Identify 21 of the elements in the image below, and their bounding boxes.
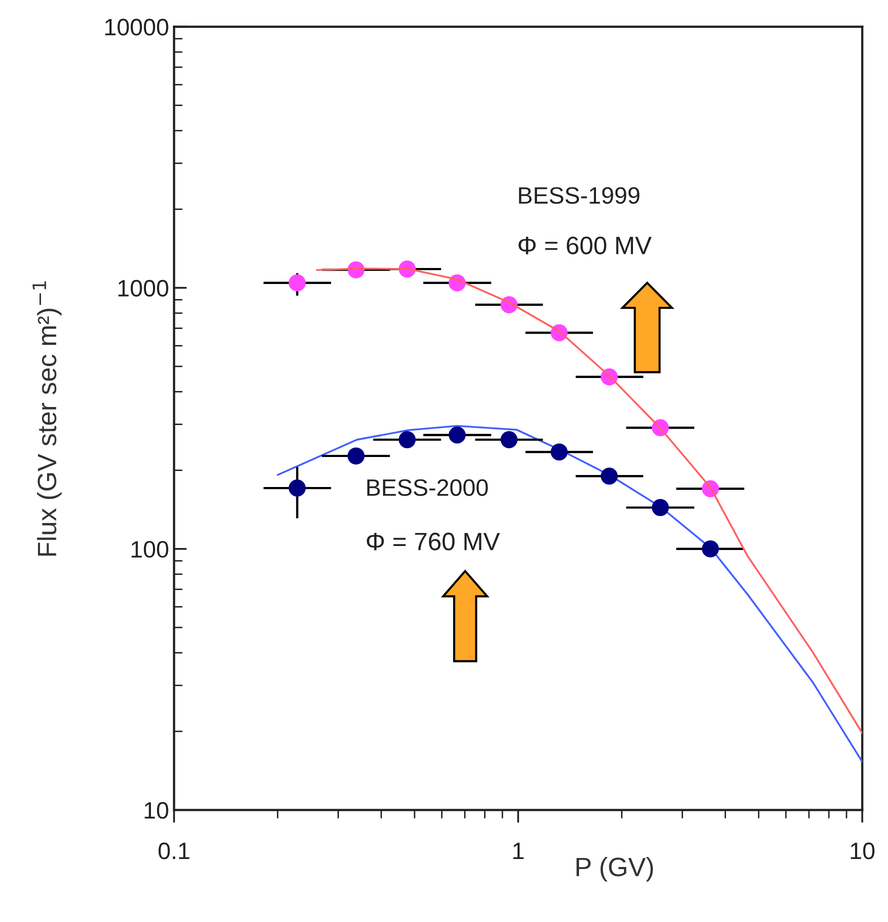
point — [600, 468, 618, 485]
annotation: BESS-2000 — [367, 479, 488, 496]
point — [448, 426, 466, 444]
point — [702, 540, 719, 558]
x-axis-title: P (GV) — [576, 856, 653, 882]
annotation: BESS-1999 — [519, 187, 640, 204]
point — [652, 499, 669, 516]
x-tick-label: 10 — [850, 842, 874, 860]
y-tick-label: 10 — [144, 802, 168, 819]
point — [550, 444, 568, 461]
y-tick-label: 10000 — [105, 18, 168, 36]
x-tick-label: 0.1 — [158, 842, 190, 860]
y-tick-label: 100 — [132, 540, 168, 558]
y-axis-title: Flux (GV ster sec m²)$^{−1}$ — [32, 281, 62, 556]
point — [348, 447, 365, 464]
annotation: Φ = 600 MV — [518, 236, 652, 254]
annotation: Φ = 760 MV — [366, 532, 500, 550]
point — [398, 431, 416, 448]
point — [500, 431, 518, 448]
x-tick-label: 1 — [513, 842, 524, 860]
y-tick-label: 1000 — [118, 280, 168, 297]
